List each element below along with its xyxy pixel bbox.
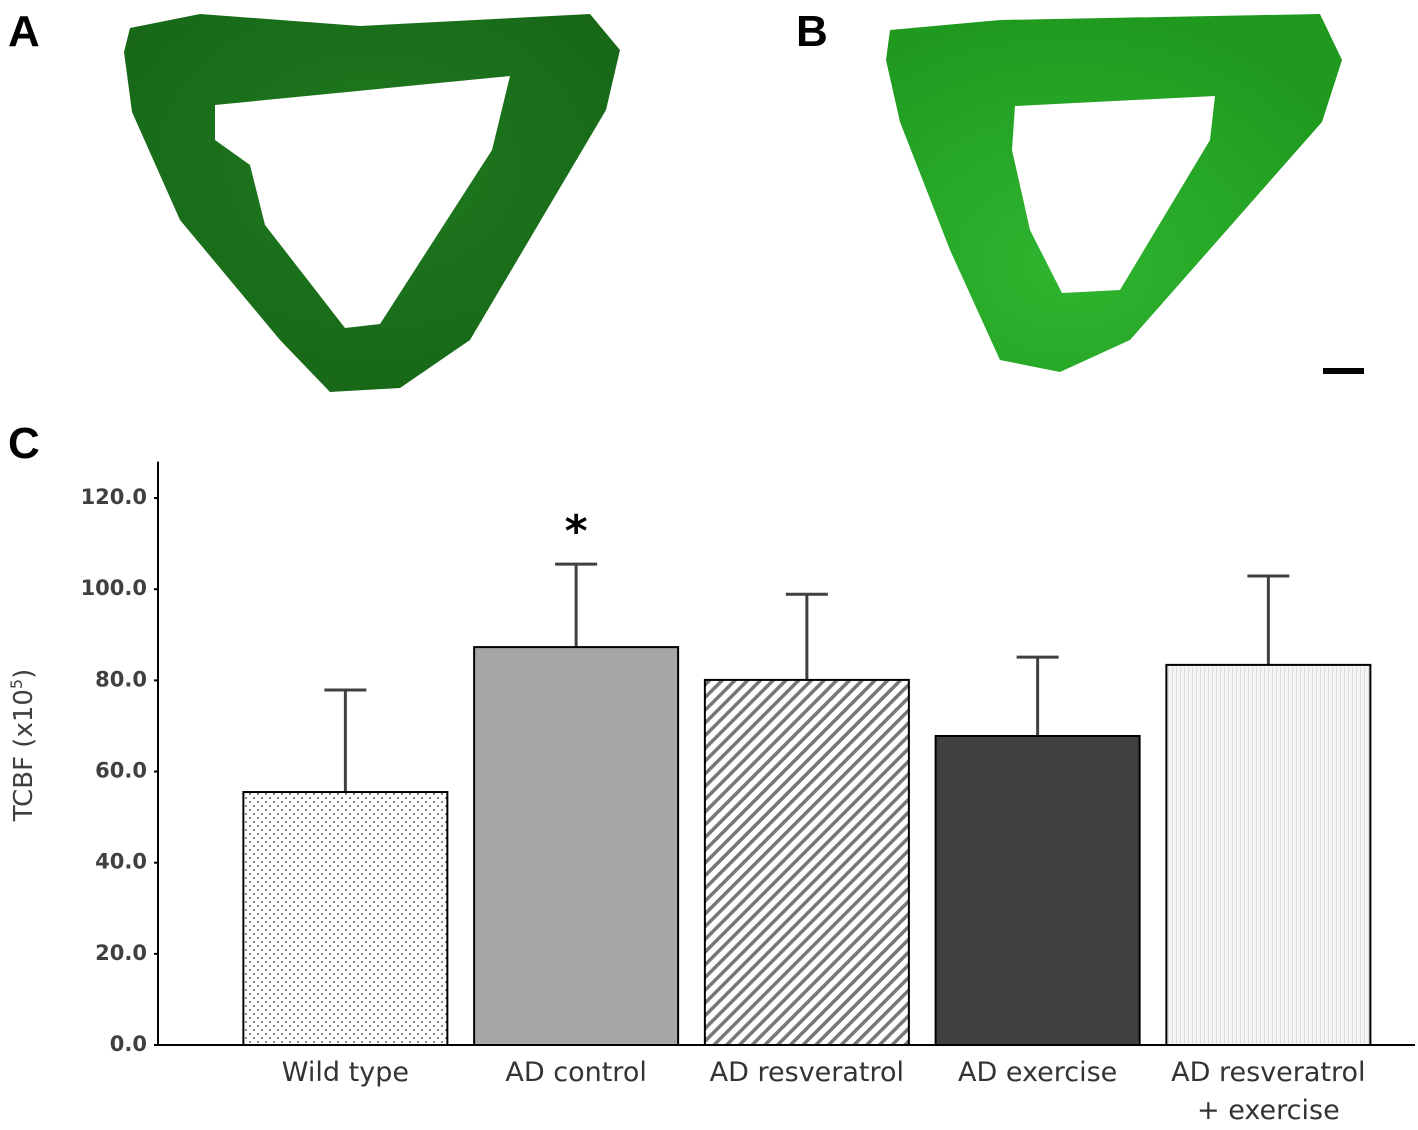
- y-tick-label: 0.0: [110, 1032, 147, 1056]
- x-tick-label: AD resveratrol + exercise: [1171, 1057, 1366, 1126]
- panel-label: C: [8, 419, 40, 468]
- y-tick-label: 20.0: [95, 941, 147, 965]
- y-tick-label: 40.0: [95, 850, 147, 874]
- bar: [242, 791, 449, 1046]
- y-tick-label: 80.0: [95, 667, 147, 691]
- panel-label: B: [796, 7, 828, 56]
- bar: [703, 678, 910, 1046]
- y-axis-label-exponent: 5: [7, 679, 26, 689]
- y-axis-label-suffix: ): [9, 669, 39, 679]
- x-tick-label: AD resveratrol: [709, 1057, 905, 1088]
- bar: [1165, 663, 1372, 1046]
- x-tick-label: Wild type: [281, 1057, 409, 1088]
- x-tick-label: AD control: [505, 1057, 647, 1088]
- bar: [473, 646, 680, 1046]
- y-axis-label: TCBF (x105): [7, 669, 39, 823]
- micrograph-a: [124, 14, 620, 392]
- panel-label: A: [8, 7, 40, 56]
- y-tick-label: 60.0: [95, 759, 147, 783]
- annotation: *: [565, 506, 588, 557]
- x-tick-label: AD exercise: [957, 1057, 1118, 1088]
- bar: [934, 734, 1141, 1046]
- y-axis-label-base: TCBF (x10: [9, 689, 39, 822]
- y-tick-label: 120.0: [81, 485, 147, 509]
- y-tick-label: 100.0: [81, 576, 147, 600]
- micrograph-b: [886, 14, 1342, 372]
